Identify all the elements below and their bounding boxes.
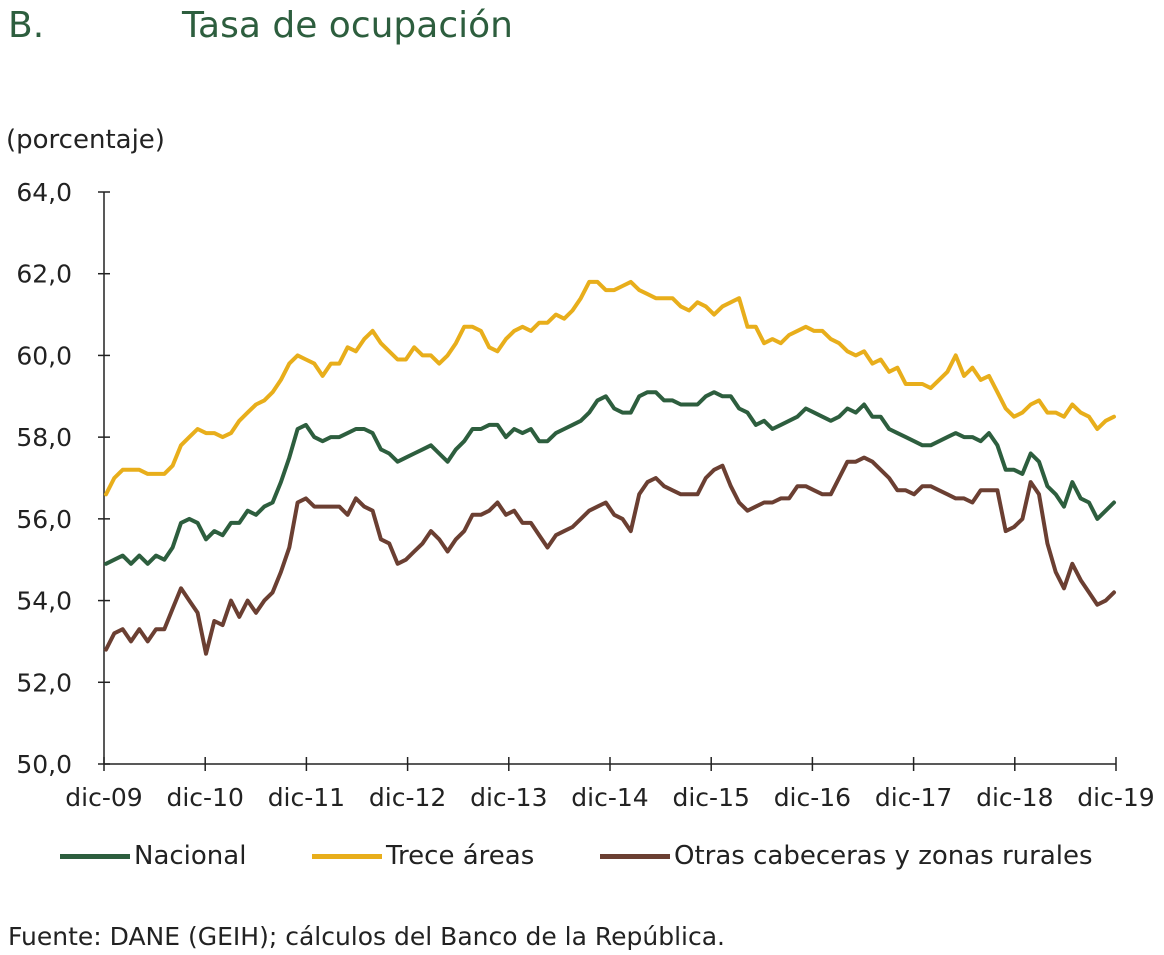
y-tick-label: 60,0 bbox=[16, 341, 72, 370]
x-tick-label: dic-17 bbox=[875, 783, 952, 812]
legend-swatch-otras-cabeceras bbox=[600, 853, 670, 859]
y-tick-label: 52,0 bbox=[16, 668, 72, 697]
legend-item-otras-cabeceras: Otras cabeceras y zonas rurales bbox=[600, 836, 1093, 876]
x-tick-label: dic-15 bbox=[672, 783, 749, 812]
y-tick-label: 64,0 bbox=[16, 178, 72, 207]
y-tick-label: 62,0 bbox=[16, 260, 72, 289]
source-note: Fuente: DANE (GEIH); cálculos del Banco … bbox=[8, 922, 725, 951]
legend-item-trece-areas: Trece áreas bbox=[312, 836, 534, 876]
x-tick-label: dic-16 bbox=[774, 783, 851, 812]
legend-label-otras-cabeceras: Otras cabeceras y zonas rurales bbox=[674, 841, 1093, 871]
legend-swatch-trece-areas bbox=[312, 853, 382, 859]
legend-swatch-nacional bbox=[60, 853, 130, 859]
chart-title: Tasa de ocupación bbox=[182, 5, 513, 46]
x-tick-label: dic-14 bbox=[571, 783, 648, 812]
y-tick-label: 50,0 bbox=[16, 750, 72, 779]
legend: Nacional Trece áreas Otras cabeceras y z… bbox=[0, 836, 1164, 876]
x-tick-label: dic-13 bbox=[470, 783, 547, 812]
panel-letter: B. bbox=[8, 5, 45, 46]
x-tick-label: dic-09 bbox=[65, 783, 142, 812]
series-line-trece-reas bbox=[104, 279, 1116, 497]
series-line-nacional bbox=[104, 390, 1116, 566]
series-line-otras-cabeceras-y-zonas-rurales bbox=[104, 455, 1116, 656]
legend-label-trece-areas: Trece áreas bbox=[386, 841, 535, 871]
legend-label-nacional: Nacional bbox=[134, 841, 247, 871]
x-tick-label: dic-11 bbox=[268, 783, 345, 812]
legend-item-nacional: Nacional bbox=[60, 836, 246, 876]
x-tick-label: dic-19 bbox=[1077, 783, 1154, 812]
y-tick-label: 54,0 bbox=[16, 587, 72, 616]
series-layer bbox=[104, 279, 1116, 656]
y-tick-label: 58,0 bbox=[16, 423, 72, 452]
axes: 64,0 62,0 60,0 58,0 56,0 54,0 52,0 50,0 dic-09 di… bbox=[16, 178, 1154, 812]
y-tick-label: 56,0 bbox=[16, 505, 72, 534]
x-tick-label: dic-10 bbox=[166, 783, 243, 812]
y-axis-unit-label: (porcentaje) bbox=[6, 125, 165, 155]
x-tick-label: dic-12 bbox=[369, 783, 446, 812]
x-tick-label: dic-18 bbox=[976, 783, 1053, 812]
